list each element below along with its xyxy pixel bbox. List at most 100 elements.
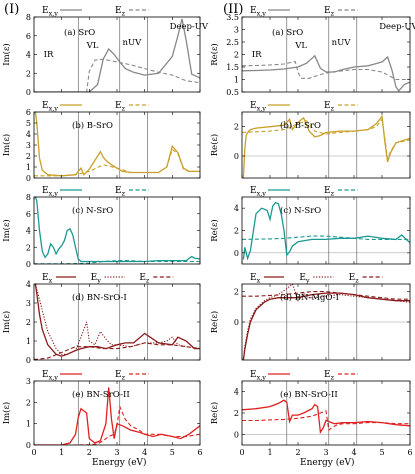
legend-label: Ey bbox=[91, 273, 102, 285]
y-tick-label: 0 bbox=[234, 318, 239, 327]
y-axis-label: Re(ε) bbox=[209, 219, 220, 241]
region-label: nUV bbox=[332, 38, 352, 48]
panel-label-right: (II) bbox=[223, 2, 244, 17]
x-tick-label: 3 bbox=[114, 448, 119, 457]
y-axis-label: Im(ε) bbox=[1, 219, 12, 241]
y-tick-label: 0 bbox=[234, 430, 239, 439]
x-tick-label: 3 bbox=[323, 448, 328, 457]
legend-label: Ex,y bbox=[42, 6, 58, 18]
x-tick-label: 5 bbox=[170, 448, 175, 457]
y-tick-label: 2 bbox=[234, 51, 239, 60]
legend-subscript: x,y bbox=[49, 374, 59, 382]
y-tick-label: 8 bbox=[26, 13, 31, 22]
panel-subtitle: (c) N-SrO bbox=[72, 205, 113, 216]
region-label: VL bbox=[294, 41, 307, 51]
series-line bbox=[242, 291, 410, 300]
legend-label: Ex,y bbox=[250, 6, 266, 18]
legend-subscript: z bbox=[331, 190, 335, 198]
subplot-0-1: 0 1 2 3 4 5 6 Im(ε) Ex,y Ez(b) B-SrO bbox=[1, 101, 201, 183]
series-line bbox=[242, 284, 410, 360]
legend-subscript: x,y bbox=[49, 10, 59, 18]
y-tick-label: 6 bbox=[26, 108, 31, 117]
y-axis-label: Re(ε) bbox=[209, 43, 220, 65]
y-tick-label: 2.5 bbox=[226, 38, 239, 47]
y-tick-label: 1 bbox=[26, 337, 31, 346]
x-tick-label: 6 bbox=[197, 448, 202, 457]
legend-subscript: x,y bbox=[257, 190, 267, 198]
region-label: Deep-UV bbox=[170, 22, 209, 32]
y-axis-label: Im(ε) bbox=[1, 402, 12, 424]
y-tick-label: 1.5 bbox=[226, 63, 239, 72]
y-tick-label: 1 bbox=[26, 420, 31, 429]
y-tick-label: 3 bbox=[26, 299, 31, 308]
x-tick-label: 2 bbox=[87, 448, 92, 457]
y-tick-label: 6 bbox=[26, 32, 31, 41]
legend-label: Ex,y bbox=[42, 370, 58, 382]
legend-subscript: x,y bbox=[49, 105, 59, 113]
y-tick-label: 4 bbox=[234, 204, 239, 213]
series-line bbox=[34, 197, 200, 263]
legend-subscript: x,y bbox=[257, 374, 267, 382]
y-tick-label: 0 bbox=[26, 441, 31, 450]
legend-subscript: x,y bbox=[49, 190, 59, 198]
plot-frame bbox=[241, 196, 411, 265]
legend-label: Ez bbox=[115, 370, 126, 382]
series-line bbox=[34, 58, 200, 92]
xlabel-left: Energy (eV) bbox=[92, 458, 147, 468]
panel-label-left: (I) bbox=[4, 2, 20, 17]
y-tick-label: 8 bbox=[26, 193, 31, 202]
series-group bbox=[242, 284, 410, 360]
subplot-0-0: 0 2 4 6 8 Im(ε) Ex,y Ez (a) SrO IR VL nUV Deep-UV bbox=[1, 6, 209, 97]
series-line bbox=[242, 114, 410, 178]
y-axis-label: Re(ε) bbox=[209, 134, 220, 156]
series-line bbox=[34, 18, 200, 92]
y-tick-label: 3.5 bbox=[226, 13, 239, 22]
plot-frame bbox=[33, 196, 201, 265]
region-label: Deep-UV bbox=[379, 22, 415, 32]
y-tick-label: 4 bbox=[26, 227, 31, 236]
series-group bbox=[34, 197, 200, 264]
y-tick-label: 3 bbox=[26, 377, 31, 386]
series-line bbox=[34, 112, 200, 177]
legend-label: Ez bbox=[349, 273, 360, 285]
y-tick-label: 2 bbox=[234, 123, 239, 132]
legend-label: Ey bbox=[299, 273, 310, 285]
subplot-1-0: 0.5 1 1.5 2 2.5 3 3.5 Re(ε) Ex,y Ez (a) SrO IR VL nUV… bbox=[209, 6, 415, 97]
legend-label: Ex,y bbox=[42, 186, 58, 198]
legend-subscript: z bbox=[122, 105, 126, 113]
legend-label: Ex bbox=[42, 273, 53, 285]
panel-subtitle: (d) BN-MgO-I bbox=[280, 292, 339, 303]
x-tick-label: 2 bbox=[295, 448, 300, 457]
y-axis-label: Re(ε) bbox=[209, 311, 220, 333]
subplot-1-1: 0 2 Re(ε) Ex,y Ez(b) B-SrO bbox=[209, 101, 411, 179]
legend-subscript: z bbox=[146, 277, 150, 285]
legend-subscript: z bbox=[122, 10, 126, 18]
series-group bbox=[34, 284, 200, 360]
series-group bbox=[34, 387, 200, 445]
region-label: VL bbox=[86, 41, 99, 51]
region-label: IR bbox=[44, 50, 54, 60]
series-line bbox=[242, 235, 410, 240]
subplot-1-4: 0 1 2 3 4 5 6 0 2 4 Re(ε) Ex,y Ez (e) BN-SrO-II bbox=[209, 370, 413, 457]
x-tick-label: 4 bbox=[142, 448, 147, 457]
panel-subtitle: (e) BN-SrO-II bbox=[280, 389, 338, 400]
y-tick-label: 0 bbox=[26, 260, 31, 269]
x-tick-label: 0 bbox=[31, 448, 36, 457]
subplot-0-4: 0 1 2 3 4 5 6 0 1 2 3 Im(ε) Ex,y Ez (e) BN-SrO-II bbox=[1, 370, 203, 457]
subplot-1-3: 0 2 Re(ε) Ex Ey Ez (d) BN-MgO-I bbox=[209, 273, 411, 361]
x-tick-label: 5 bbox=[379, 448, 384, 457]
subplot-1-2: 0 2 4 Re(ε) Ex,y Ez(c) N-SrO bbox=[209, 186, 411, 265]
legend-label: Ez bbox=[115, 186, 126, 198]
y-tick-label: 2 bbox=[234, 288, 239, 297]
legend-subscript: z bbox=[331, 105, 335, 113]
legend-label: Ez bbox=[139, 273, 150, 285]
series-line bbox=[34, 404, 200, 445]
x-tick-label: 4 bbox=[351, 448, 356, 457]
series-line bbox=[242, 399, 410, 435]
y-tick-label: 2 bbox=[234, 227, 239, 236]
region-label: nUV bbox=[123, 38, 143, 48]
series-line bbox=[242, 292, 410, 360]
y-tick-label: 0 bbox=[26, 174, 31, 183]
legend-subscript: z bbox=[355, 277, 359, 285]
